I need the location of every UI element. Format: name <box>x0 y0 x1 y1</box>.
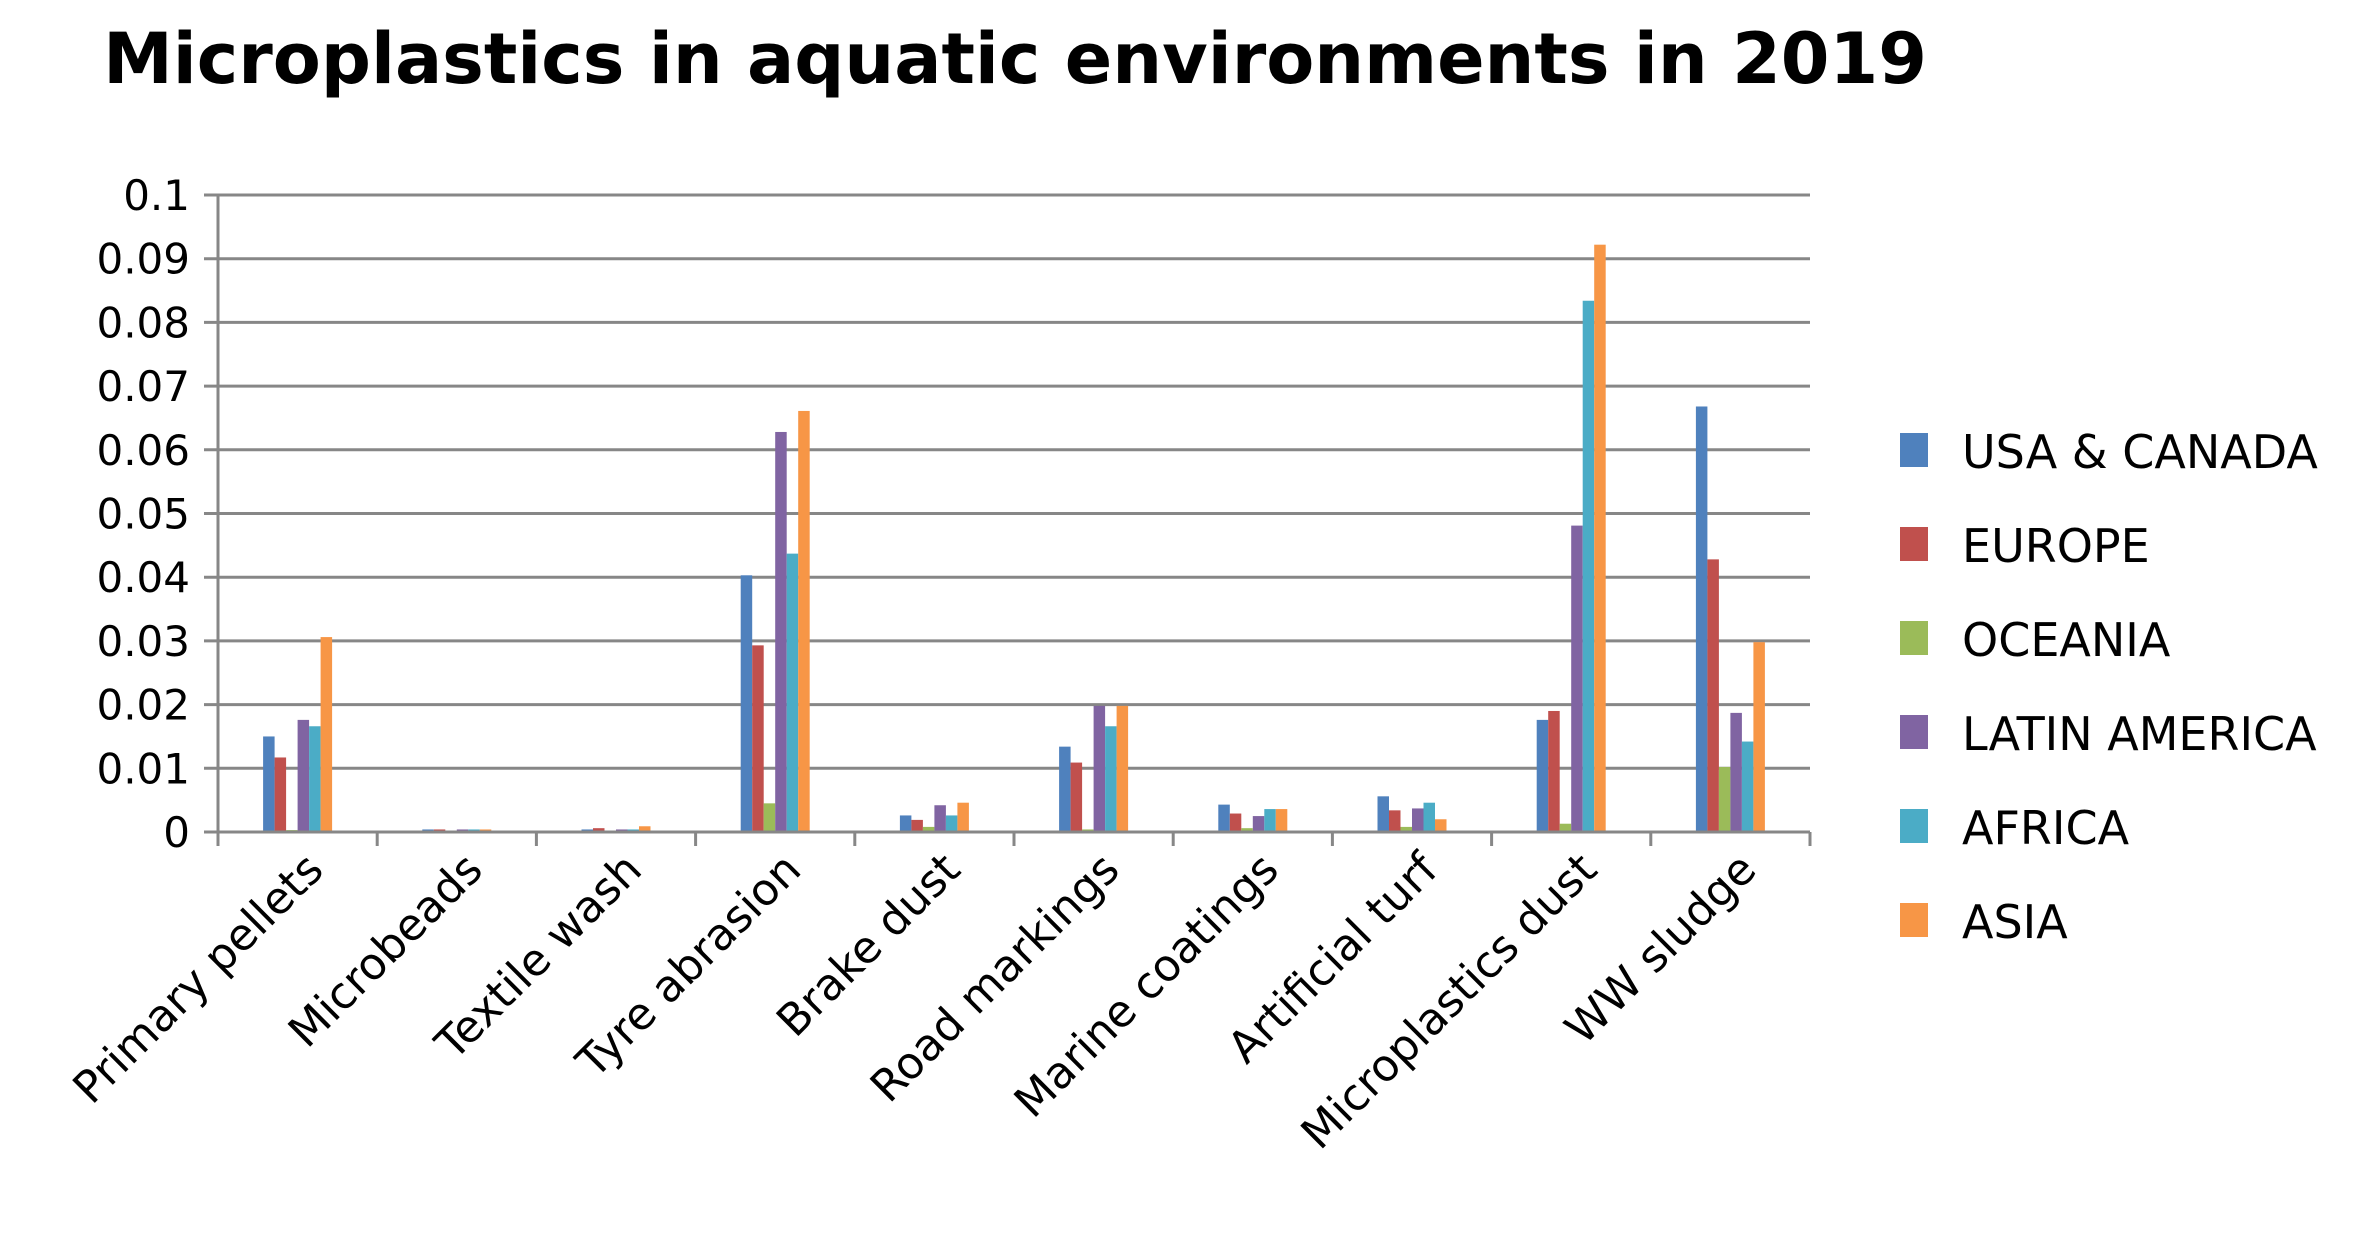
y-tick-label: 0.1 <box>123 171 190 220</box>
legend: USA & CANADA EUROPE OCEANIA LATIN AMERICA AF… <box>1900 425 2318 949</box>
gridlines <box>204 193 1810 834</box>
bar <box>1275 809 1288 832</box>
legend-label: ASIA <box>1962 895 2068 949</box>
bar <box>1241 828 1253 832</box>
bar <box>1105 726 1117 832</box>
bar <box>752 645 764 832</box>
y-tick-label: 0.07 <box>96 362 190 411</box>
bar <box>922 826 935 832</box>
bar <box>1377 796 1389 832</box>
y-tick-label: 0.08 <box>96 298 190 347</box>
bar <box>1594 244 1606 832</box>
y-tick-label: 0.09 <box>96 235 190 284</box>
bar <box>1070 762 1083 832</box>
bar <box>1435 819 1447 832</box>
bar <box>1389 810 1401 832</box>
x-tick-label: Marine coatings <box>1005 844 1289 1128</box>
bar <box>798 410 810 832</box>
bar <box>1218 804 1230 832</box>
bar <box>1229 813 1242 832</box>
bar <box>945 815 958 832</box>
y-axis-ticks: 0 0.01 0.02 0.03 0.04 0.05 0.06 0.07 0.08 0.09 0.1 <box>96 171 190 857</box>
legend-swatch <box>1900 809 1928 843</box>
bar <box>274 757 287 832</box>
bar <box>1400 826 1412 832</box>
bar <box>1093 705 1106 832</box>
bar <box>934 805 946 832</box>
y-tick-label: 0.01 <box>96 744 190 793</box>
bar <box>1695 406 1708 832</box>
bar <box>763 803 776 832</box>
y-tick-label: 0.05 <box>96 490 190 539</box>
legend-swatch <box>1900 527 1928 561</box>
bar <box>1252 816 1265 832</box>
y-tick-label: 0.04 <box>96 553 190 602</box>
bar <box>899 815 912 832</box>
bar <box>1412 808 1424 832</box>
bar <box>1536 719 1549 832</box>
bar <box>320 637 333 832</box>
bar <box>1059 746 1071 832</box>
x-tick-label: Microplastics dust <box>1292 844 1607 1159</box>
y-tick-label: 0.02 <box>96 681 190 730</box>
axes <box>216 195 1812 846</box>
bar <box>1423 802 1435 832</box>
y-tick-label: 0.06 <box>96 426 190 475</box>
bar <box>1548 710 1560 832</box>
bar <box>309 726 321 832</box>
bar <box>786 553 799 832</box>
bar <box>1571 525 1583 832</box>
bar <box>775 431 787 832</box>
y-tick-label: 0 <box>163 808 190 857</box>
legend-label: LATIN AMERICA <box>1962 707 2317 761</box>
x-tick-label: Primary pellets <box>63 844 333 1114</box>
bar <box>263 736 275 832</box>
legend-swatch <box>1900 715 1928 749</box>
bar <box>1753 642 1765 832</box>
bar <box>957 802 969 832</box>
chart-title: Microplastics in aquatic environments in… <box>103 18 1927 100</box>
bars <box>263 244 1765 832</box>
legend-swatch <box>1900 621 1928 655</box>
legend-label: OCEANIA <box>1962 613 2171 667</box>
bar <box>911 819 923 832</box>
bar <box>1582 300 1595 832</box>
bar <box>1741 741 1754 832</box>
bar <box>1116 705 1129 832</box>
legend-swatch <box>1900 903 1928 937</box>
bar <box>1264 809 1276 832</box>
bar <box>1730 712 1742 832</box>
bar <box>297 719 310 832</box>
bar <box>1718 767 1731 832</box>
bar <box>639 826 651 832</box>
y-tick-label: 0.03 <box>96 617 190 666</box>
legend-label: USA & CANADA <box>1962 425 2318 479</box>
bar <box>1559 823 1572 832</box>
bar <box>593 828 605 832</box>
bar <box>1707 559 1719 832</box>
legend-swatch <box>1900 433 1928 467</box>
legend-label: EUROPE <box>1962 519 2150 573</box>
bar <box>740 575 753 832</box>
legend-label: AFRICA <box>1962 801 2130 855</box>
